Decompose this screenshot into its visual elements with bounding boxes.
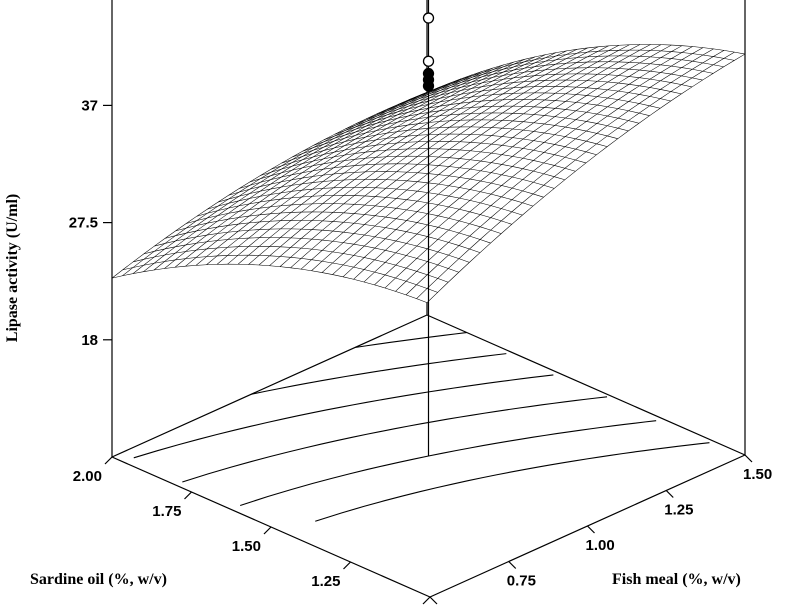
x-tick [665,490,674,498]
mesh-line-x [186,203,502,234]
contour-line [315,442,710,522]
mesh-line-x [228,171,544,198]
y-tick [263,526,272,535]
mesh-line-x [429,44,746,92]
mesh-line-x [143,237,459,273]
mesh-line-x [355,86,671,125]
mesh-line-x [408,55,724,101]
z-tick-label: 18 [81,332,98,349]
design-point-open [422,12,435,24]
y-tick-label: 1.50 [232,538,261,555]
x-tick [508,561,517,569]
mesh-line-x [260,148,576,176]
y-tick-label: 2.00 [73,468,102,485]
design-point-open [422,55,435,67]
y-tick [343,561,351,570]
mesh-line-x [164,220,481,253]
mesh-line-x [419,49,735,96]
y-tick-label: 1.75 [152,503,181,520]
contour-lines [133,332,710,522]
mesh-line-x [239,163,555,189]
mesh-line-x [249,155,565,183]
mesh-line-x [281,133,597,164]
mesh-line-x [122,254,438,293]
mesh-line-x [207,187,523,216]
mesh-line-x [398,61,714,105]
y-tick [104,456,113,465]
y-tick-label: 1.25 [311,573,340,590]
x-tick-label: 1.00 [586,537,615,554]
x-tick-label: 0.75 [507,573,536,590]
y-tick [184,491,192,500]
axis-floor-back-right [426,314,746,456]
mesh-line-x [345,92,661,130]
mesh-line-x [175,211,491,244]
contour-line [133,374,554,459]
mesh-line-x [376,73,693,115]
mesh-line-x [313,112,629,146]
mesh-line-x [292,126,608,158]
contour-line [182,396,608,483]
z-tick-label: 37 [81,97,98,114]
x-axis-title: Fish meal (%, w/v) [612,571,741,588]
mesh-line-x [323,105,640,141]
axis-floor-back-left [111,314,428,458]
z-axis-title: Lipase activity (U/ml) [4,194,21,342]
mesh-line-x [196,195,512,225]
y-axis-title: Sardine oil (%, w/v) [30,571,167,588]
mesh-line-x [154,228,470,263]
mesh-line-x [133,246,449,283]
z-tick-label: 27.5 [69,215,98,232]
mesh-line-x [366,79,682,119]
contour-line [251,353,507,395]
y-tick [422,596,431,605]
x-tick [429,596,438,605]
mesh-line-x [217,179,534,207]
mesh-line-x [387,67,703,110]
mesh-line-x [302,119,618,152]
design-points [422,0,435,456]
mesh-line-x [111,263,428,303]
x-tick-label: 1.25 [664,502,693,519]
x-tick-label: 1.50 [743,466,772,483]
contour-line [354,332,467,349]
mesh-line-x [334,99,650,135]
design-point-filled [422,80,435,92]
x-tick [587,525,595,534]
axis-ticks: 0.500.751.001.251.501.001.251.501.752.00… [69,97,772,609]
contour-line [240,420,657,507]
x-tick [744,454,753,463]
